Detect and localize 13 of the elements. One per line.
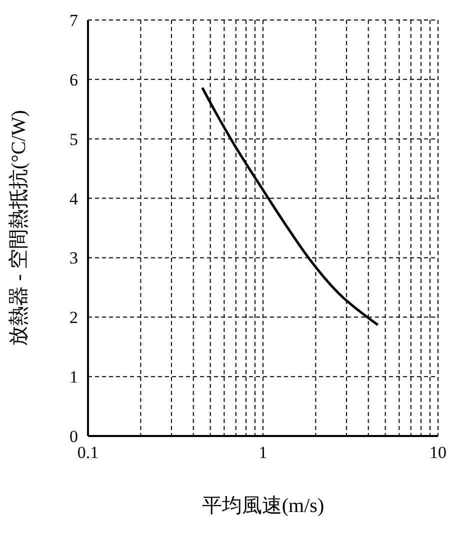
y-axis-title: 放熱器 - 空間熱抵抗(°C/W): [8, 110, 30, 346]
y-tick-label: 3: [70, 248, 78, 268]
y-tick-label: 7: [70, 11, 78, 30]
y-tick-label: 4: [70, 189, 78, 208]
y-tick-label: 2: [70, 308, 78, 328]
x-axis-title: 平均風速(m/s): [202, 495, 324, 517]
y-tick-label: 1: [70, 368, 78, 387]
x-tick-label: 0.1: [77, 443, 99, 462]
y-tick-label: 5: [70, 130, 78, 149]
x-tick-label: 10: [430, 443, 446, 462]
x-tick-label: 1: [258, 443, 268, 462]
y-tick-label: 6: [70, 70, 78, 90]
y-tick-label: 0: [70, 427, 78, 446]
